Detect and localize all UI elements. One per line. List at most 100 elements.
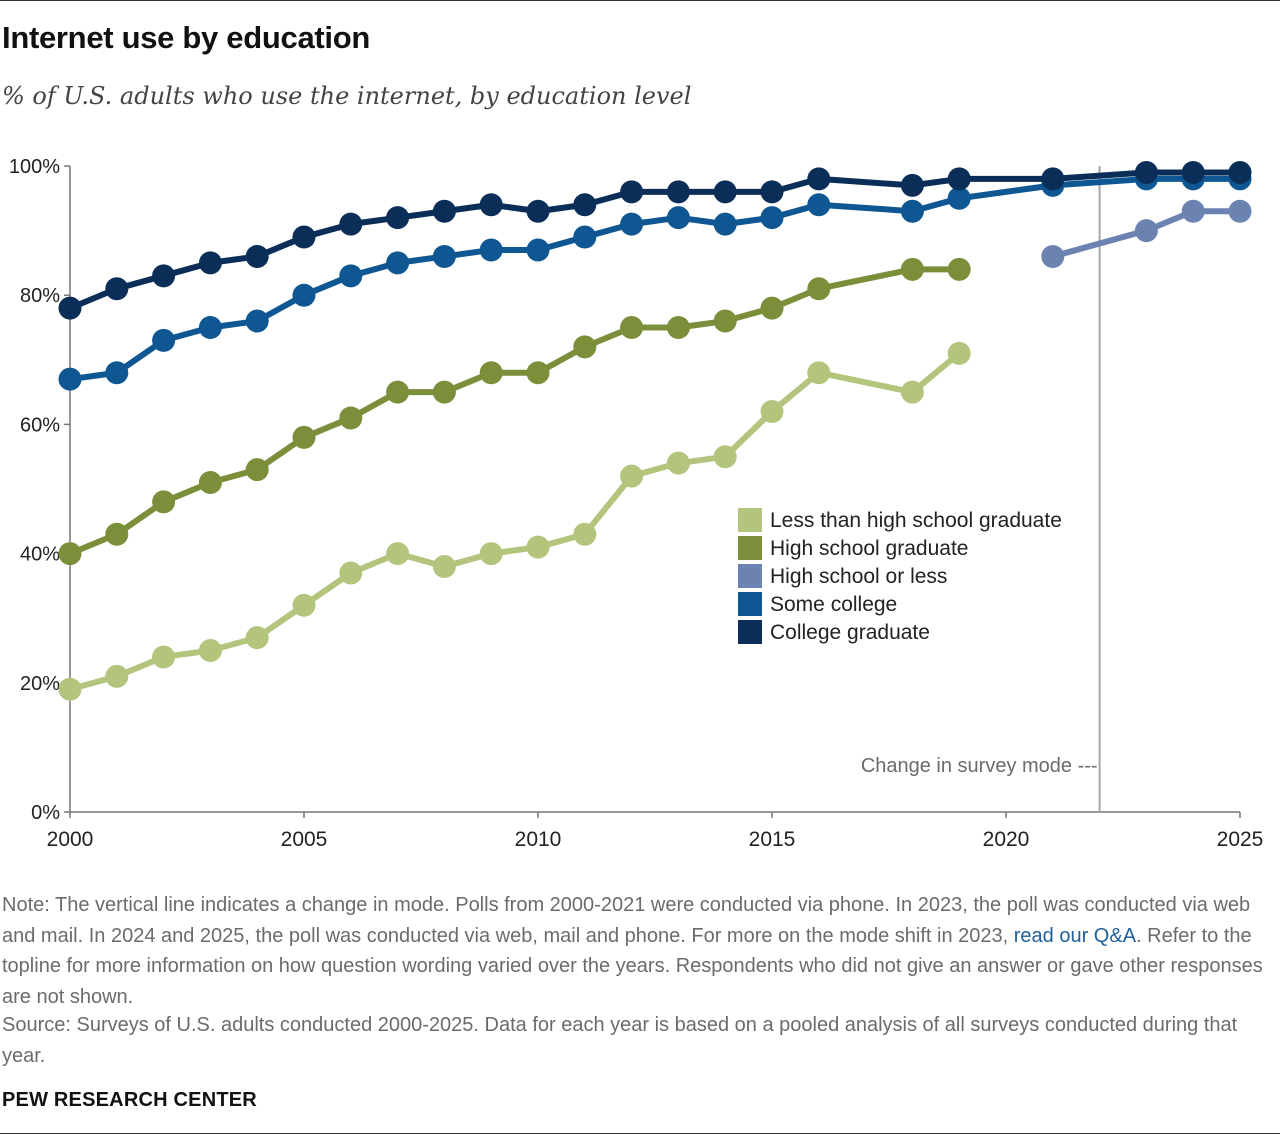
data-point (105, 277, 129, 301)
data-point (432, 244, 456, 268)
series-line (67, 169, 1243, 312)
data-point (666, 451, 690, 475)
qa-link[interactable]: read our Q&A (1013, 924, 1137, 947)
data-point (386, 542, 410, 566)
data-point (1041, 167, 1065, 191)
data-point (292, 425, 316, 449)
data-point (947, 257, 971, 281)
data-point (666, 206, 690, 230)
data-point (1228, 199, 1252, 223)
data-point (479, 361, 503, 385)
y-tick-label: 100% (9, 156, 60, 178)
data-point (900, 380, 924, 404)
legend-swatch (738, 536, 762, 560)
data-point (526, 361, 550, 385)
x-tick-label: 2010 (515, 828, 562, 851)
data-point (713, 180, 737, 204)
data-point (760, 180, 784, 204)
data-point (573, 335, 597, 359)
data-point (58, 296, 82, 320)
data-point (573, 225, 597, 249)
mode-change-annotation: Change in survey mode --- (861, 755, 1098, 777)
data-point (900, 199, 924, 223)
data-point (58, 677, 82, 701)
data-point (1181, 199, 1205, 223)
data-point (807, 361, 831, 385)
x-tick-label: 2005 (281, 828, 328, 851)
data-point (760, 206, 784, 230)
data-point (947, 341, 971, 365)
bottom-rule (0, 1133, 1280, 1134)
data-point (1228, 160, 1252, 184)
data-point (1134, 219, 1158, 243)
data-point (339, 264, 363, 288)
note-text-after: . Refer to the topline for more informat… (2, 924, 1263, 1008)
chart-subtitle: % of U.S. adults who use the internet, b… (2, 82, 692, 110)
data-point (432, 199, 456, 223)
data-point (105, 664, 129, 688)
data-point (105, 361, 129, 385)
data-point (713, 445, 737, 469)
data-point (292, 593, 316, 617)
data-point (432, 380, 456, 404)
chart-source: Source: Surveys of U.S. adults conducted… (2, 1014, 1238, 1067)
x-tick-label: 2020 (983, 828, 1030, 851)
y-tick-label: 20% (20, 673, 60, 695)
data-point (713, 309, 737, 333)
data-point (947, 186, 971, 210)
data-point (947, 167, 971, 191)
data-point (152, 645, 176, 669)
legend-swatch (738, 564, 762, 588)
data-point (807, 277, 831, 301)
data-point (1134, 160, 1158, 184)
series-line (67, 175, 1243, 383)
x-tick-label: 2025 (1217, 828, 1264, 851)
data-point (386, 380, 410, 404)
data-point (1041, 244, 1065, 268)
y-tick-label: 80% (20, 285, 60, 307)
data-point (245, 309, 269, 333)
line-chart: 0% 20% 40% 60% 80% 100% 2000 2005 2010 2015 2020 20… (9, 156, 1264, 851)
data-point (152, 490, 176, 514)
y-tick-label: 40% (20, 544, 60, 566)
data-point (807, 193, 831, 217)
data-point (292, 283, 316, 307)
data-point (198, 316, 222, 339)
x-tick-label: 2015 (749, 828, 796, 851)
data-point (666, 180, 690, 204)
data-point (1181, 160, 1205, 184)
data-point (666, 316, 690, 339)
y-tick-label: 0% (31, 802, 60, 824)
legend-swatch (738, 620, 762, 644)
data-point (620, 212, 644, 236)
data-point (900, 257, 924, 281)
data-point (105, 522, 129, 546)
legend-label: College graduate (770, 621, 930, 644)
top-rule (0, 0, 1280, 1)
data-point (713, 212, 737, 236)
data-point (900, 173, 924, 197)
legend-label: High school graduate (770, 537, 968, 560)
data-point (58, 367, 82, 391)
data-point (479, 193, 503, 217)
data-point (386, 206, 410, 230)
data-point (339, 212, 363, 236)
legend-label: High school or less (770, 565, 947, 588)
legend-swatch (738, 508, 762, 532)
data-point (292, 225, 316, 249)
data-point (386, 251, 410, 275)
data-point (245, 458, 269, 482)
data-point (526, 238, 550, 262)
data-point (152, 328, 176, 352)
series-line (1049, 208, 1243, 260)
data-point (620, 464, 644, 488)
data-point (245, 244, 269, 268)
data-point (432, 555, 456, 579)
data-point (620, 316, 644, 339)
chart-title: Internet use by education (2, 20, 371, 55)
data-point (198, 251, 222, 275)
data-point (479, 238, 503, 262)
organization-name: PEW RESEARCH CENTER (2, 1089, 257, 1111)
legend-label: Less than high school graduate (770, 509, 1062, 532)
data-point (760, 296, 784, 320)
